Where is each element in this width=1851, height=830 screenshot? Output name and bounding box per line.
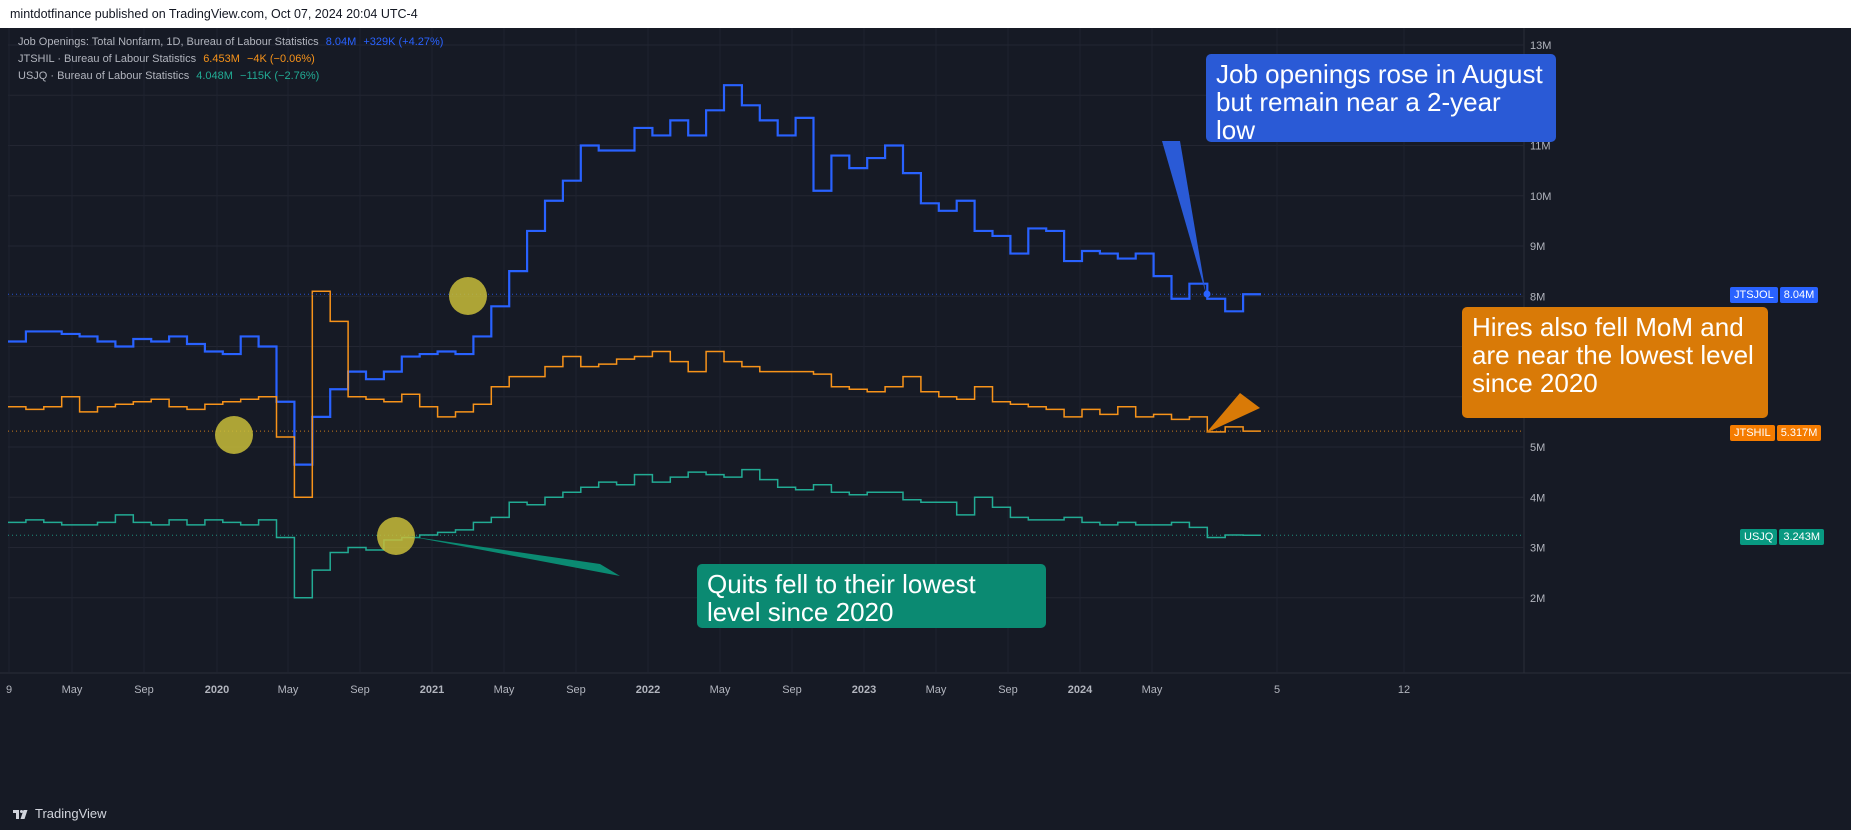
tradingview-logo-icon — [13, 810, 28, 819]
price-label-symbol: JTSJOL — [1730, 287, 1778, 303]
y-tick-label: 4M — [1530, 492, 1545, 504]
y-tick-label: 3M — [1530, 543, 1545, 555]
publisher-bar: mintdotfinance published on TradingView.… — [0, 0, 1851, 28]
legend: Job Openings: Total Nonfarm, 1D, Bureau … — [18, 34, 443, 85]
legend-value: 4.048M — [196, 70, 233, 82]
x-tick-label: 5 — [1274, 684, 1280, 696]
x-axis: 9 May Sep 2020 May Sep 2021 May Sep 2022 May Sep 202… — [6, 684, 1410, 696]
callout-hires[interactable]: Hires also fell MoM and are near the low… — [1462, 307, 1768, 418]
series-line-jtshil — [8, 290, 1261, 498]
price-label-usjq: USJQ 3.243M — [1740, 529, 1825, 545]
legend-row-quits[interactable]: USJQ · Bureau of Labour Statistics 4.048… — [18, 68, 443, 85]
legend-row-openings[interactable]: Job Openings: Total Nonfarm, 1D, Bureau … — [18, 34, 443, 51]
callout-job-openings[interactable]: Job openings rose in August but remain n… — [1206, 54, 1556, 144]
x-tick-label: 2024 — [1068, 684, 1093, 696]
x-tick-label: 2023 — [852, 684, 876, 696]
legend-row-hires[interactable]: JTSHIL · Bureau of Labour Statistics 6.4… — [18, 51, 443, 68]
footer-bar: TradingView — [0, 798, 1851, 830]
y-tick-label: 11M — [1530, 141, 1551, 153]
price-label-value: 5.317M — [1776, 425, 1822, 441]
legend-value: 8.04M — [325, 36, 357, 48]
callout-pointer-hires — [1206, 393, 1260, 433]
chart-canvas[interactable]: 2M3M4M5M6M7M8M9M10M11M12M13M 9MaySep2020… — [0, 28, 1851, 798]
series-line-jtsjol — [8, 84, 1261, 466]
series-line-usjq — [8, 468, 1261, 599]
price-label-jtshil: JTSHIL 5.317M — [1730, 425, 1822, 441]
y-tick-label: 13M — [1530, 40, 1551, 52]
legend-change: −115K (−2.76%) — [240, 70, 320, 82]
x-tick-label: Sep — [782, 684, 802, 696]
legend-change: +329K (+4.27%) — [363, 36, 444, 48]
callout-pointer-openings — [1162, 141, 1206, 294]
y-tick-label: 9M — [1530, 241, 1545, 253]
x-tick-label: Sep — [350, 684, 370, 696]
legend-name: JTSHIL · Bureau of Labour Statistics — [18, 53, 197, 65]
callout-quits[interactable]: Quits fell to their lowest level since 2… — [697, 564, 1046, 628]
price-label-symbol: USJQ — [1740, 529, 1778, 545]
x-tick-label: Sep — [566, 684, 586, 696]
x-tick-label: May — [494, 684, 515, 696]
price-label-symbol: JTSHIL — [1730, 425, 1775, 441]
y-tick-label: 8M — [1530, 291, 1545, 303]
x-tick-label: Sep — [134, 684, 154, 696]
x-tick-label: 2020 — [205, 684, 229, 696]
overlay — [8, 141, 1524, 576]
x-tick-label: May — [710, 684, 731, 696]
y-tick-label: 2M — [1530, 593, 1545, 605]
x-tick-label: 12 — [1398, 684, 1410, 696]
x-tick-label: Sep — [998, 684, 1018, 696]
highlight-marker — [215, 416, 253, 454]
x-tick-label: May — [278, 684, 299, 696]
series-lines — [8, 84, 1261, 599]
tradingview-brand: TradingView — [35, 806, 107, 821]
legend-change: −4K (−0.06%) — [246, 53, 315, 65]
price-label-value: 3.243M — [1779, 529, 1825, 545]
x-tick-label: 2022 — [636, 684, 660, 696]
legend-name: Job Openings: Total Nonfarm, 1D, Bureau … — [18, 36, 319, 48]
price-label-value: 8.04M — [1779, 287, 1819, 303]
callout-pointer-quits — [408, 536, 620, 576]
legend-value: 6.453M — [203, 53, 240, 65]
highlight-marker — [449, 277, 487, 315]
y-tick-label: 5M — [1530, 442, 1545, 454]
x-tick-label: May — [1142, 684, 1163, 696]
x-tick-label: 2021 — [420, 684, 444, 696]
last-point-marker — [1203, 290, 1211, 298]
price-label-jtsjol: JTSJOL 8.04M — [1730, 287, 1819, 303]
legend-name: USJQ · Bureau of Labour Statistics — [18, 70, 190, 82]
x-tick-label: 9 — [6, 684, 12, 696]
x-tick-label: May — [62, 684, 83, 696]
publisher-text: mintdotfinance published on TradingView.… — [10, 7, 418, 21]
x-tick-label: May — [926, 684, 947, 696]
highlight-marker — [377, 517, 415, 555]
y-tick-label: 10M — [1530, 191, 1551, 203]
